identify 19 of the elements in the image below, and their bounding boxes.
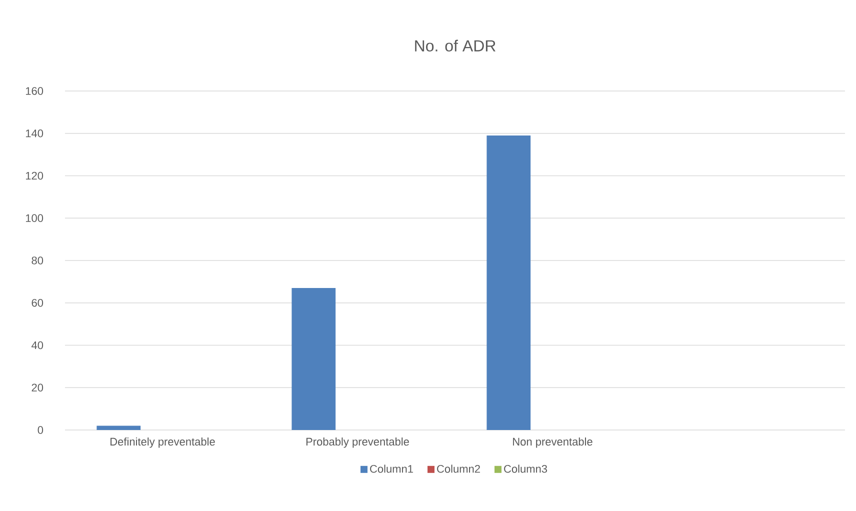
legend-label: Column2 (437, 464, 480, 473)
y-tick-label: 40 (32, 341, 44, 350)
legend-label: Column1 (370, 464, 413, 473)
x-tick-label: Probably preventable (306, 438, 409, 448)
bar (96, 426, 141, 430)
y-tick-label: 100 (26, 214, 44, 222)
y-tick-label: 20 (32, 384, 44, 392)
x-tick-label: Definitely preventable (110, 438, 215, 448)
y-tick-label: 80 (32, 256, 44, 264)
y-tick-label: 160 (26, 87, 44, 95)
chart-title: No. of ADR (415, 40, 496, 52)
y-tick-label: 60 (32, 298, 44, 307)
x-tick-label: Non preventable (513, 438, 592, 448)
legend-label: Column3 (504, 464, 548, 473)
y-tick-label: 140 (26, 129, 44, 138)
bar (486, 135, 531, 430)
y-tick-label: 0 (38, 426, 44, 434)
bar (292, 288, 336, 430)
y-tick-label: 120 (26, 172, 44, 180)
